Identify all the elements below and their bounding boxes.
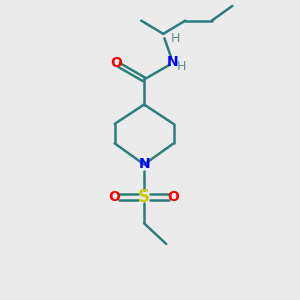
Text: O: O — [109, 190, 121, 204]
Text: O: O — [168, 190, 179, 204]
Text: O: O — [110, 56, 122, 70]
Text: N: N — [138, 158, 150, 171]
Text: S: S — [138, 188, 150, 206]
Text: H: H — [171, 32, 180, 45]
Text: N: N — [166, 55, 178, 69]
Text: H: H — [177, 60, 186, 73]
